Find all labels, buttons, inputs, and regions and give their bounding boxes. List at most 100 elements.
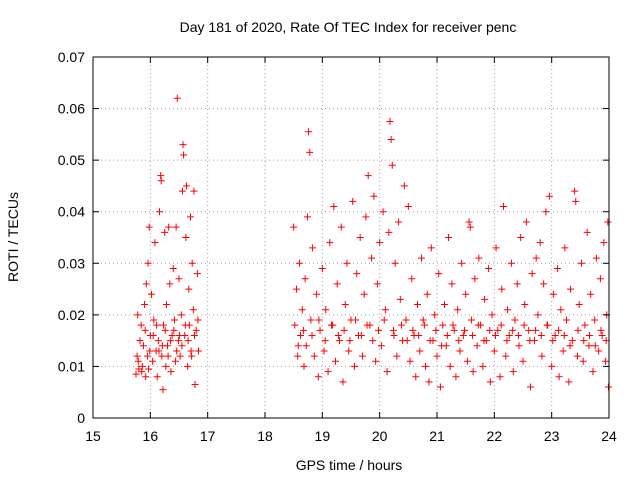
data-point [173, 347, 181, 355]
data-point [194, 316, 202, 324]
data-point [178, 187, 186, 195]
data-point [438, 342, 446, 350]
data-point [486, 326, 494, 334]
data-point [192, 326, 200, 334]
data-point [334, 331, 342, 339]
data-point [306, 148, 314, 156]
data-point [168, 331, 176, 339]
data-point [536, 239, 544, 247]
data-point [545, 192, 553, 200]
data-point [166, 337, 174, 345]
y-tick-label: 0.06 [58, 101, 85, 117]
data-point [598, 331, 606, 339]
data-point [467, 316, 475, 324]
data-point [597, 326, 605, 334]
data-point [581, 321, 589, 329]
data-point [403, 337, 411, 345]
data-point [358, 352, 366, 360]
data-point [426, 337, 434, 345]
data-point [462, 290, 470, 298]
data-point [532, 326, 540, 334]
data-point [409, 326, 417, 334]
data-point [579, 357, 587, 365]
x-tick-label: 17 [200, 428, 216, 444]
data-point [375, 326, 383, 334]
data-point [313, 290, 321, 298]
data-point [164, 352, 172, 360]
data-point [373, 280, 381, 288]
data-point [521, 301, 529, 309]
data-point [555, 326, 563, 334]
y-tick-label: 0.03 [58, 255, 85, 271]
data-point [452, 373, 460, 381]
data-point [466, 223, 474, 231]
data-point [318, 264, 326, 272]
data-point [154, 337, 162, 345]
data-point [353, 270, 361, 278]
data-point [505, 331, 513, 339]
data-point [479, 362, 487, 370]
data-point [385, 228, 393, 236]
data-point [363, 321, 371, 329]
data-point [543, 321, 551, 329]
data-point [549, 337, 557, 345]
data-point [393, 352, 401, 360]
data-point [591, 342, 599, 350]
data-point [412, 373, 420, 381]
chart-title: Day 181 of 2020, Rate Of TEC Index for r… [180, 19, 517, 35]
data-point [433, 352, 441, 360]
data-point [340, 326, 348, 334]
data-point [151, 239, 159, 247]
data-point [145, 223, 153, 231]
data-point [155, 347, 163, 355]
data-point [488, 311, 496, 319]
data-point [293, 285, 301, 293]
data-point [302, 342, 310, 350]
data-point [341, 301, 349, 309]
data-point [291, 321, 299, 329]
data-point [425, 378, 433, 386]
data-point [459, 331, 467, 339]
data-point [386, 117, 394, 125]
data-point [422, 362, 430, 370]
x-tick-label: 20 [372, 428, 388, 444]
x-tick-label: 18 [257, 428, 273, 444]
data-point [397, 321, 405, 329]
plot-frame [92, 56, 610, 419]
data-point [143, 352, 151, 360]
data-point [404, 203, 412, 211]
data-point [494, 326, 502, 334]
data-point [176, 352, 184, 360]
y-tick-label: 0.05 [58, 152, 85, 168]
data-point [431, 311, 439, 319]
data-point [300, 362, 308, 370]
data-point [469, 368, 477, 376]
data-point [448, 280, 456, 288]
data-point [492, 244, 500, 252]
data-point [568, 337, 576, 345]
data-point [540, 280, 548, 288]
data-point [187, 347, 195, 355]
y-tick-label: 0.02 [58, 307, 85, 323]
data-point [308, 331, 316, 339]
x-axis-label: GPS time / hours [296, 457, 403, 473]
data-point [299, 326, 307, 334]
data-point [458, 259, 466, 267]
data-point [297, 331, 305, 339]
data-point [376, 239, 384, 247]
data-point [604, 383, 612, 391]
data-point [193, 270, 201, 278]
data-point [349, 197, 357, 205]
data-point [295, 259, 303, 267]
data-point [561, 244, 569, 252]
data-point [161, 228, 169, 236]
data-point [145, 365, 153, 373]
data-point [450, 326, 458, 334]
data-point [436, 383, 444, 391]
x-tick-label: 24 [601, 428, 617, 444]
data-point [560, 331, 568, 339]
data-point [513, 280, 521, 288]
data-point [432, 326, 440, 334]
data-point [161, 326, 169, 334]
